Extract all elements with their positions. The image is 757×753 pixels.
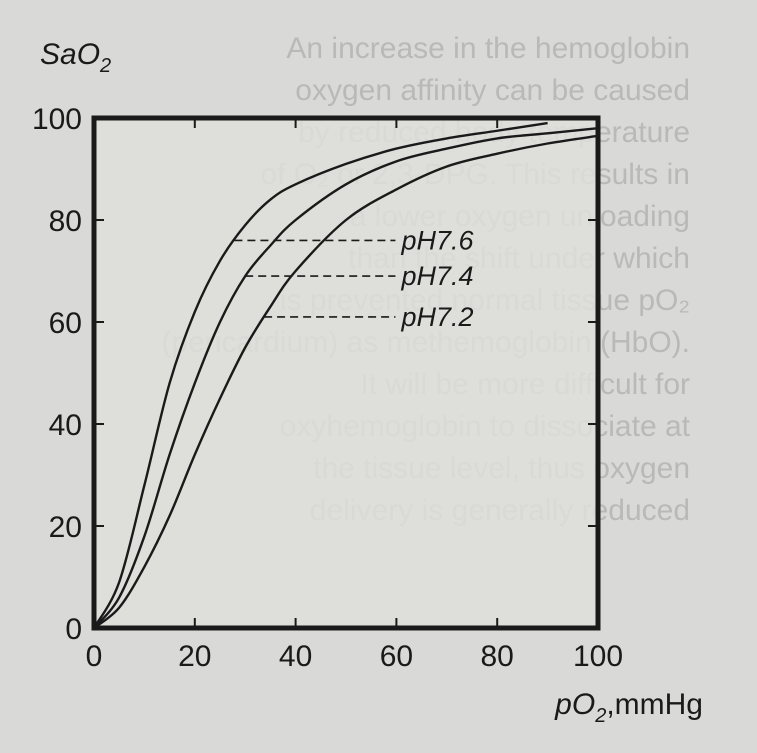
series-line-2 [93, 134, 599, 629]
x-tick-label: 0 [86, 640, 103, 673]
y-tick-label: 80 [49, 205, 82, 238]
x-axis-label: pO2,mmHg [554, 688, 703, 727]
series-label: pH7.2 [400, 302, 473, 332]
background-text-line: An increase in the hemoglobin [286, 32, 690, 65]
y-tick-label: 0 [65, 613, 82, 646]
x-tick-label: 80 [481, 640, 514, 673]
labels-layer: pH7.6 pH7.4 pH7.2 SaO2 pO2,mmHg [40, 38, 703, 727]
x-tick-label: 100 [573, 640, 623, 673]
x-tick-label: 40 [279, 640, 312, 673]
y-tick-label: 40 [49, 409, 82, 442]
y-tick-label: 20 [49, 511, 82, 544]
x-tick-label: 60 [380, 640, 413, 673]
plot-frame [91, 115, 601, 631]
series-layer [92, 121, 599, 629]
y-tick-label: 100 [32, 103, 82, 136]
series-label: pH7.4 [400, 261, 473, 291]
x-tick-label: 20 [178, 640, 211, 673]
background-text-line: oxygen affinity can be caused [295, 74, 690, 107]
y-axis-label: SaO2 [40, 38, 111, 77]
axes-layer: 0 20 40 60 80 100 0 20 40 60 80 100 [32, 103, 623, 673]
y-tick-label: 60 [49, 307, 82, 340]
series-line-0 [92, 121, 548, 629]
series-line-1 [93, 127, 599, 629]
series-label: pH7.6 [400, 225, 474, 255]
